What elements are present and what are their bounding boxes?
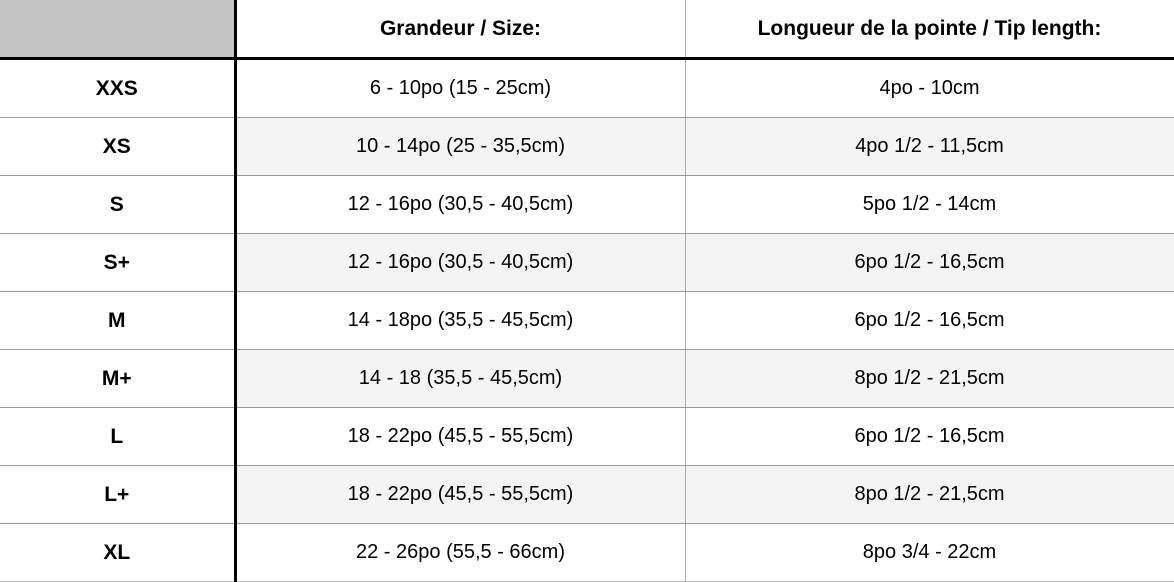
cell-size-range: 14 - 18po (35,5 - 45,5cm) — [235, 291, 686, 350]
cell-size-range: 12 - 16po (30,5 - 40,5cm) — [235, 175, 686, 234]
cell-size: XS — [0, 117, 237, 176]
cell-size: S — [0, 175, 237, 234]
cell-tip-length: 4po - 10cm — [685, 58, 1174, 118]
table-row: M 14 - 18po (35,5 - 45,5cm) 6po 1/2 - 16,5… — [0, 291, 1174, 350]
table-row: S 12 - 16po (30,5 - 40,5cm) 5po 1/2 - 14cm — [0, 175, 1174, 234]
cell-size: XXS — [0, 58, 237, 118]
cell-size: S+ — [0, 233, 237, 292]
table-row: XL 22 - 26po (55,5 - 66cm) 8po 3/4 - 22cm — [0, 523, 1174, 582]
table-row: XXS 6 - 10po (15 - 25cm) 4po - 10cm — [0, 58, 1174, 118]
cell-tip-length: 6po 1/2 - 16,5cm — [685, 233, 1174, 292]
cell-size: M — [0, 291, 237, 350]
cell-tip-length: 8po 1/2 - 21,5cm — [685, 349, 1174, 408]
cell-size: L — [0, 407, 237, 466]
column-header-tip-length: Longueur de la pointe / Tip length: — [685, 0, 1174, 60]
table-row: L+ 18 - 22po (45,5 - 55,5cm) 8po 1/2 - 21,… — [0, 465, 1174, 524]
header-row: Grandeur / Size: Longueur de la pointe /… — [0, 0, 1174, 60]
cell-tip-length: 8po 1/2 - 21,5cm — [685, 465, 1174, 524]
column-header-size-label — [0, 0, 237, 60]
cell-size: XL — [0, 523, 237, 582]
cell-size-range: 22 - 26po (55,5 - 66cm) — [235, 523, 686, 582]
cell-size: M+ — [0, 349, 237, 408]
table-body: XXS 6 - 10po (15 - 25cm) 4po - 10cm XS 10 - … — [0, 58, 1174, 582]
table-row: M+ 14 - 18 (35,5 - 45,5cm) 8po 1/2 - 21,5c… — [0, 349, 1174, 408]
cell-size-range: 12 - 16po (30,5 - 40,5cm) — [235, 233, 686, 292]
column-header-length: Grandeur / Size: — [235, 0, 686, 60]
cell-size-range: 6 - 10po (15 - 25cm) — [235, 58, 686, 118]
cell-tip-length: 4po 1/2 - 11,5cm — [685, 117, 1174, 176]
cell-tip-length: 5po 1/2 - 14cm — [685, 175, 1174, 234]
table-row: XS 10 - 14po (25 - 35,5cm) 4po 1/2 - 11,5c… — [0, 117, 1174, 176]
cell-size-range: 14 - 18 (35,5 - 45,5cm) — [235, 349, 686, 408]
cell-tip-length: 6po 1/2 - 16,5cm — [685, 291, 1174, 350]
cell-size-range: 10 - 14po (25 - 35,5cm) — [235, 117, 686, 176]
table-header: Grandeur / Size: Longueur de la pointe /… — [0, 0, 1174, 60]
table-row: L 18 - 22po (45,5 - 55,5cm) 6po 1/2 - 16,5… — [0, 407, 1174, 466]
table-row: S+ 12 - 16po (30,5 - 40,5cm) 6po 1/2 - 16,… — [0, 233, 1174, 292]
cell-size: L+ — [0, 465, 237, 524]
cell-tip-length: 8po 3/4 - 22cm — [685, 523, 1174, 582]
cell-size-range: 18 - 22po (45,5 - 55,5cm) — [235, 465, 686, 524]
cell-tip-length: 6po 1/2 - 16,5cm — [685, 407, 1174, 466]
cell-size-range: 18 - 22po (45,5 - 55,5cm) — [235, 407, 686, 466]
